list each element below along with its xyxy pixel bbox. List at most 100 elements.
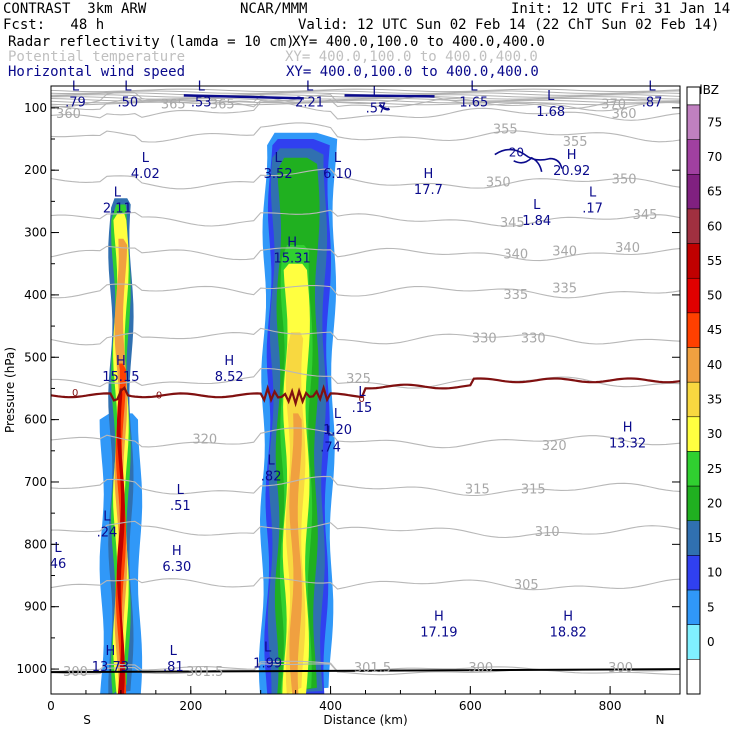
theta-label: 350 <box>612 173 637 188</box>
wind-extremum-L: L <box>547 89 555 104</box>
reflectivity-55dbz <box>116 388 125 694</box>
theta-contour-345 <box>51 209 680 227</box>
colorbar-swatch <box>686 347 701 383</box>
colorbar-swatch <box>686 104 701 140</box>
theta-contour-365 <box>51 95 680 112</box>
theta-label: 335 <box>503 288 528 303</box>
y-tick-label: 600 <box>24 413 47 427</box>
colorbar-label: 25 <box>707 462 722 476</box>
wind-extremum-value: .82 <box>261 470 282 485</box>
theta-label: 355 <box>563 135 588 150</box>
theta-label: 300 <box>468 661 493 676</box>
x-end-label-right: N <box>656 713 665 727</box>
wind-extremum-H: H <box>424 167 434 182</box>
colorbar-label: 65 <box>707 185 722 199</box>
colorbar-label: 15 <box>707 531 722 545</box>
theta-contour-300 <box>51 663 680 676</box>
colorbar-label: 0 <box>707 635 715 649</box>
wind-extremum-value: 13.73 <box>92 660 129 675</box>
reflectivity-layer <box>99 132 338 694</box>
field-1-xy: XY= 400.0,100.0 to 400.0,400.0 <box>292 34 545 50</box>
y-tick-label: 800 <box>24 537 47 551</box>
wind-extremum-value: 17.19 <box>420 626 457 641</box>
wind-extremum-L: L <box>327 424 335 439</box>
theta-label: 320 <box>192 433 217 448</box>
forecast-hour: Fcst: 48 h <box>3 17 105 33</box>
colorbar-cap <box>686 86 701 106</box>
theta-label: 345 <box>500 216 525 231</box>
x-tick-label: 0 <box>47 699 55 713</box>
wind-extremum-L: L <box>648 79 656 94</box>
wind-extremum-value: 18.82 <box>550 626 587 641</box>
y-tick-label: 100 <box>24 101 47 115</box>
theta-label: 330 <box>472 332 497 347</box>
wind-extremum-L: L <box>103 510 111 525</box>
theta-label: 301.5 <box>186 665 223 680</box>
wind-extremum-L: L <box>264 641 272 656</box>
colorbar-label: 55 <box>707 254 722 268</box>
wind-extremum-value: .51 <box>170 499 191 514</box>
theta-contour-upper <box>51 96 680 100</box>
wind-extremum-value: 2.21 <box>295 95 324 110</box>
colorbar-label: 30 <box>707 427 722 441</box>
y-tick-label: 300 <box>24 226 47 240</box>
theta-contour-320 <box>51 427 680 449</box>
colorbar-swatch <box>686 381 701 418</box>
theta-label: 345 <box>633 208 658 223</box>
y-tick-label: 1000 <box>16 662 47 676</box>
freezing-level-label: 0 <box>156 391 162 402</box>
theta-contour-upper <box>51 88 680 93</box>
colorbar-swatch <box>686 520 701 556</box>
wind-extremum-value: 17.7 <box>414 183 443 198</box>
wind-extremum-H: H <box>116 354 126 369</box>
field-3-xy: XY= 400.0,100.0 to 400.0,400.0 <box>286 64 539 80</box>
colorbar-label: 70 <box>707 150 722 164</box>
y-tick-label: 500 <box>24 350 47 364</box>
theta-label: 365 <box>161 98 186 113</box>
theta-label: 360 <box>56 107 81 122</box>
theta-label: 340 <box>503 247 528 262</box>
theta-label: 340 <box>615 241 640 256</box>
x-tick-label: 800 <box>599 699 622 713</box>
wind-extremum-H: H <box>567 148 577 163</box>
colorbar-swatch <box>686 243 701 279</box>
theta-label: 320 <box>542 439 567 454</box>
colorbar-unit: dBZ <box>695 83 719 97</box>
field-2-name: Potential temperature <box>8 49 186 65</box>
field-2-xy: XY= 400.0,100.0 to 400.0,400.0 <box>285 49 538 65</box>
wind-extremum-L: L <box>170 644 178 659</box>
wind-extremum-L: L <box>142 151 150 166</box>
wind-extremum-value: 1.99 <box>253 657 282 672</box>
contour-layer <box>51 88 680 676</box>
wind-extremum-value: 1.84 <box>522 214 551 229</box>
colorbar-swatch <box>686 451 701 487</box>
wind-extremum-L: L <box>275 151 283 166</box>
theta-contour-305 <box>51 577 680 591</box>
wind-extremum-L: L <box>72 79 80 94</box>
theta-label: 330 <box>521 332 546 347</box>
theta-label: 325 <box>346 372 371 387</box>
theta-contour-upper <box>51 101 680 106</box>
wind-extremum-value: .24 <box>97 526 118 541</box>
wind-extremum-value: .17 <box>582 201 603 216</box>
wind-extremum-value: 1.68 <box>536 105 565 120</box>
colorbar-label: 40 <box>707 358 722 372</box>
colorbar-swatch <box>686 139 701 175</box>
wind-extremum-value: 8.52 <box>215 370 244 385</box>
init-time: Init: 12 UTC Fri 31 Jan 14 <box>511 1 731 17</box>
colorbar-swatch <box>686 589 701 625</box>
theta-label: 365 <box>210 98 235 113</box>
wind-extremum-L: L <box>372 86 380 101</box>
wind-extremum-value: .53 <box>191 95 212 110</box>
wind-extremum-value: 1.20 <box>323 423 352 438</box>
theta-contour-310 <box>51 520 680 539</box>
wind-extremum-value: .79 <box>65 95 86 110</box>
colorbar-swatch <box>686 485 701 522</box>
x-tick-label: 400 <box>319 699 342 713</box>
wind-contour-20 <box>494 148 563 173</box>
wind-extremum-H: H <box>623 421 633 436</box>
wind-extremum-L: L <box>198 79 206 94</box>
colorbar-swatch <box>686 277 701 314</box>
wind-extremum-L: L <box>54 541 62 556</box>
colorbar-swatch <box>686 174 701 210</box>
